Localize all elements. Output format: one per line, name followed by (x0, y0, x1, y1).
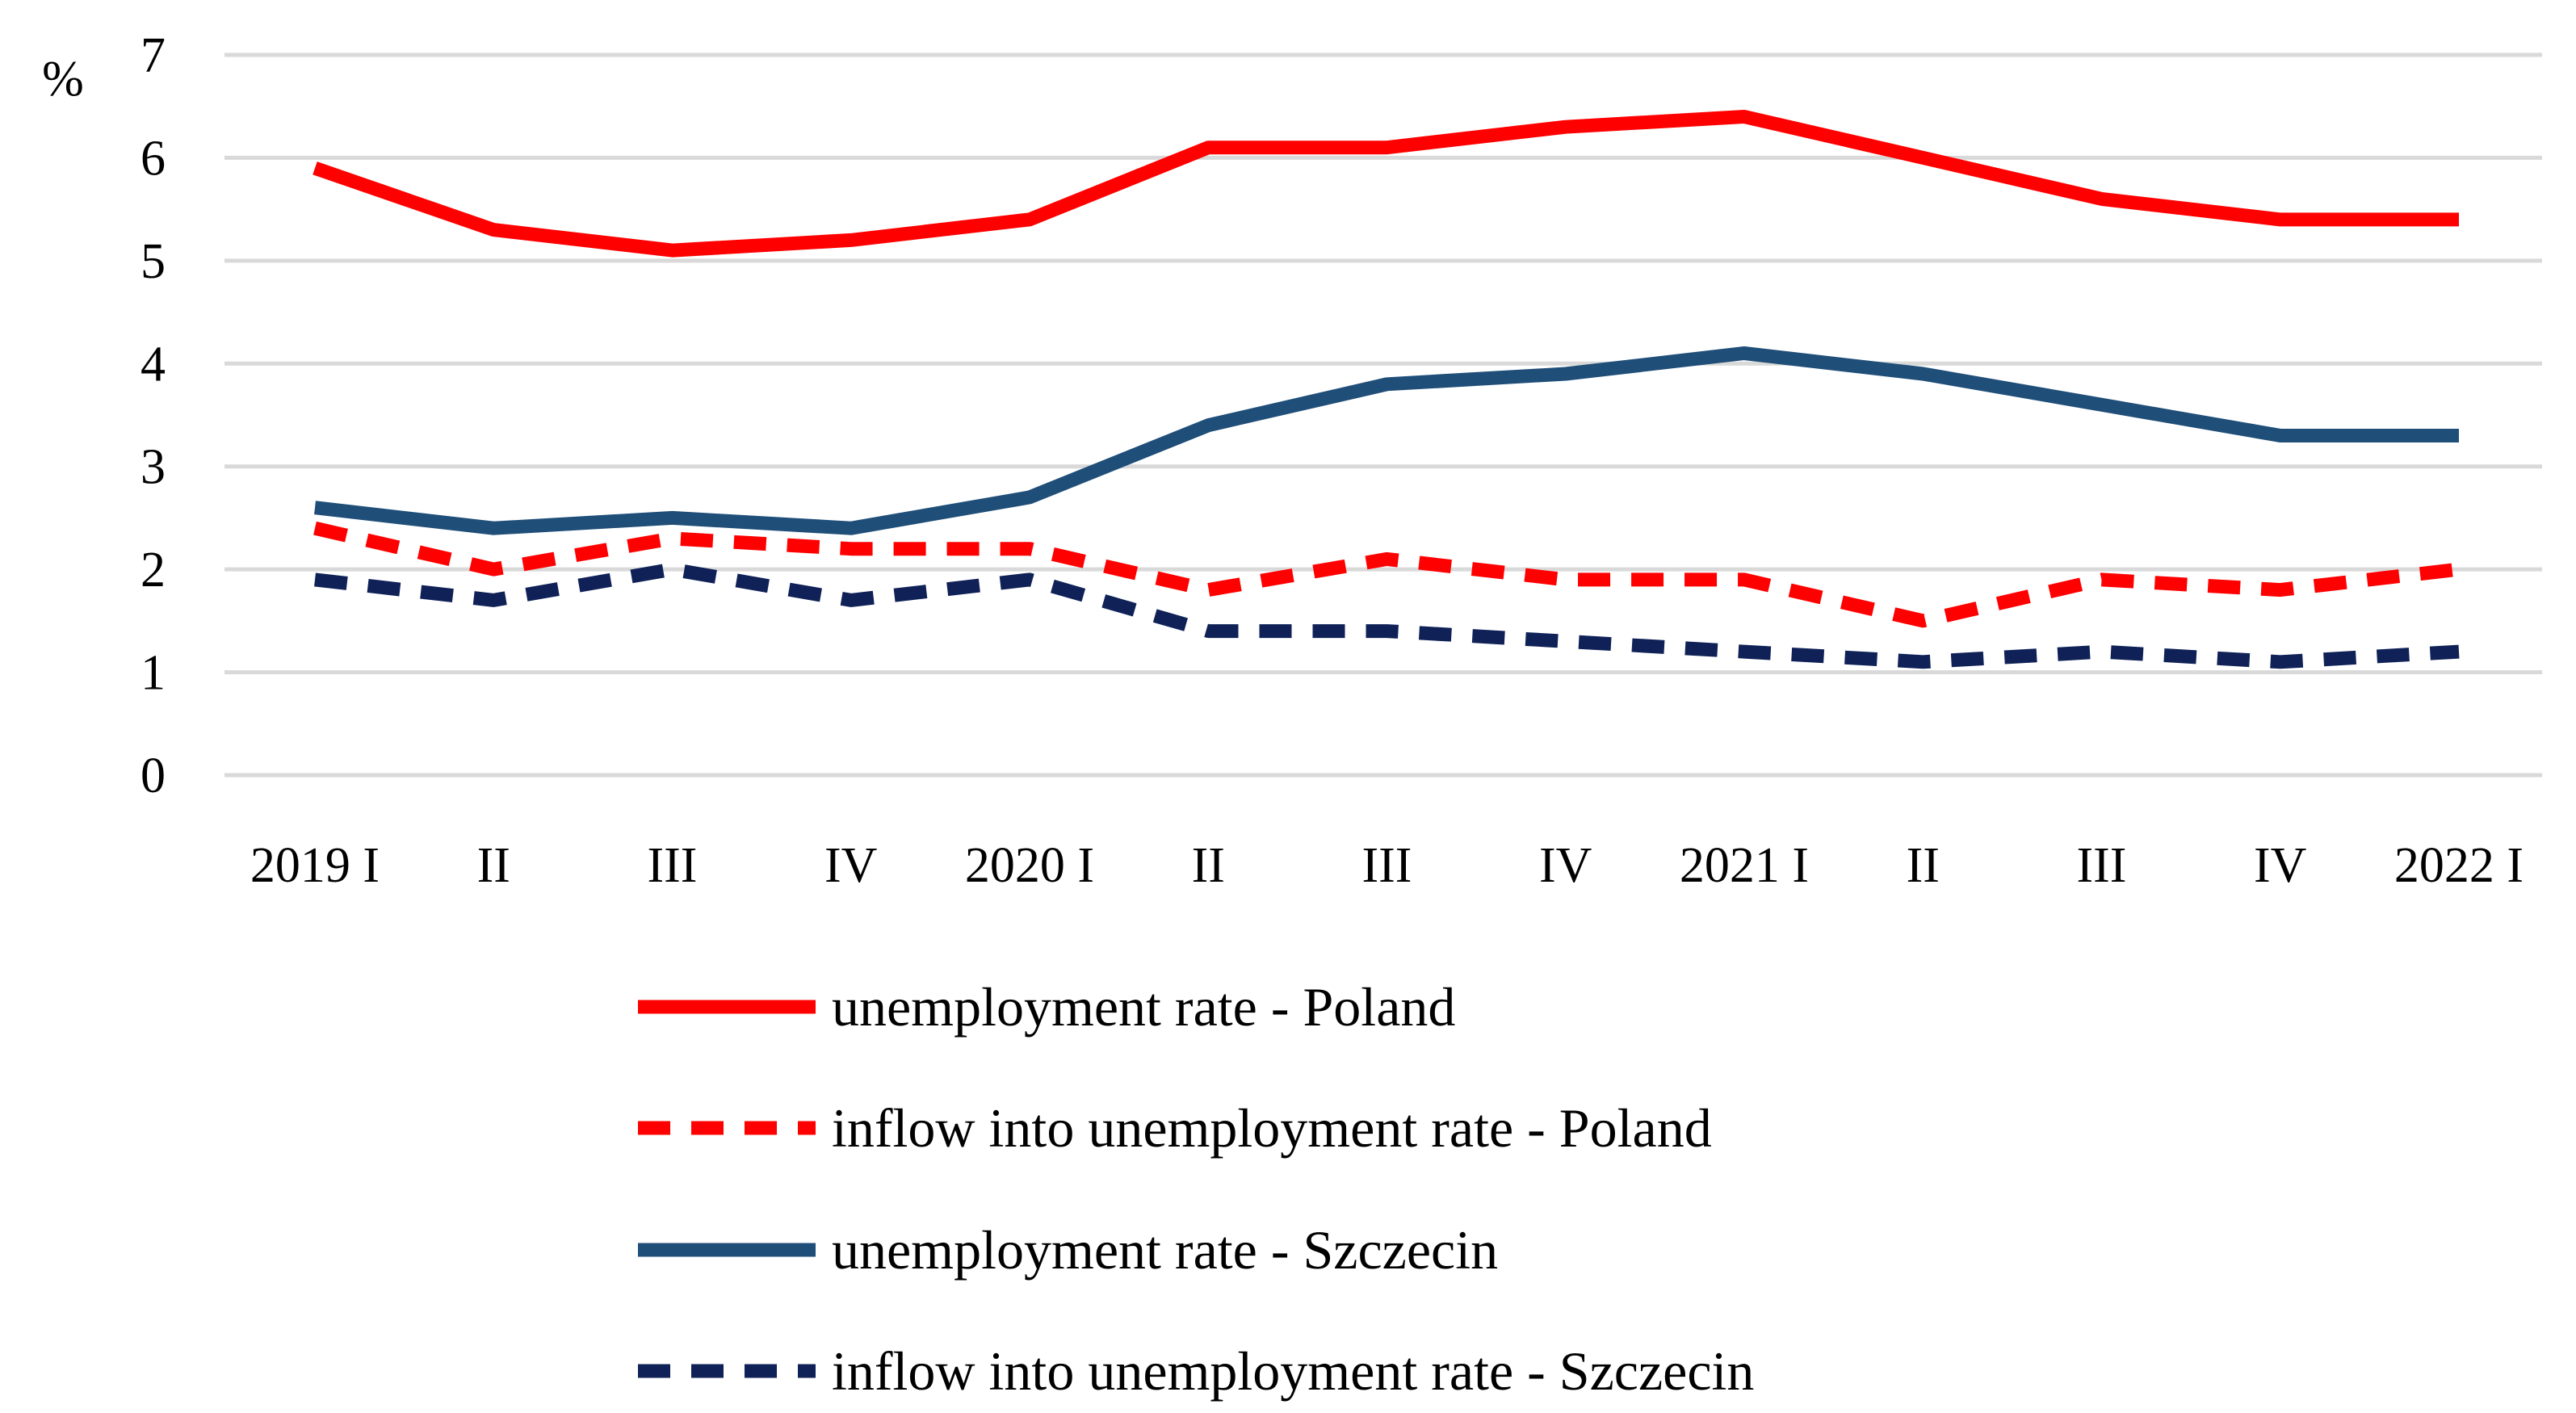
x-tick-label: 2021 I (1680, 838, 1809, 893)
y-tick-label: 5 (141, 234, 166, 289)
legend-item-1: unemployment rate - Poland (638, 976, 1455, 1038)
legend-item-4: inflow into unemployment rate - Szczecin (638, 1340, 1754, 1402)
x-tick-label: 2022 I (2394, 838, 2524, 893)
y-tick-labels: 0 1 2 3 4 5 6 7 (141, 28, 166, 803)
x-tick-label: III (648, 838, 698, 893)
y-axis-unit-label: % (42, 52, 84, 107)
series-layer (313, 110, 2460, 669)
legend-item-3: unemployment rate - Szczecin (638, 1219, 1498, 1281)
series-line-2 (313, 521, 2460, 628)
y-tick-label: 0 (141, 748, 166, 803)
y-tick-label: 1 (141, 646, 166, 701)
x-tick-label: II (1907, 838, 1940, 893)
x-tick-label: III (2077, 838, 2127, 893)
y-tick-label: 6 (141, 131, 166, 186)
legend-item-2: inflow into unemployment rate - Poland (638, 1097, 1712, 1159)
y-tick-label: 3 (141, 440, 166, 495)
x-tick-label: 2019 I (250, 838, 380, 893)
x-tick-label: IV (2254, 838, 2307, 893)
x-tick-label: III (1362, 838, 1412, 893)
x-tick-label: II (477, 838, 510, 893)
legend-label: inflow into unemployment rate - Szczecin (832, 1340, 1754, 1402)
y-tick-label: 4 (141, 337, 166, 392)
x-tick-labels: 2019 I II III IV 2020 I II III IV 2021 I II III IV 2… (250, 838, 2524, 893)
grid-layer (224, 52, 2542, 778)
x-tick-label: IV (824, 838, 878, 893)
x-tick-label: 2020 I (965, 838, 1094, 893)
series-line-3 (314, 346, 2459, 535)
y-tick-label: 7 (141, 28, 166, 83)
y-tick-label: 2 (141, 543, 166, 597)
series-line-1 (313, 110, 2459, 258)
legend-label: unemployment rate - Szczecin (832, 1219, 1498, 1281)
legend-label: inflow into unemployment rate - Poland (832, 1097, 1712, 1159)
legend: unemployment rate - Poland inflow into un… (638, 976, 1754, 1402)
legend-label: unemployment rate - Poland (832, 976, 1455, 1038)
x-tick-label: IV (1539, 838, 1592, 893)
x-tick-label: II (1192, 838, 1225, 893)
series-line-4 (314, 562, 2460, 669)
